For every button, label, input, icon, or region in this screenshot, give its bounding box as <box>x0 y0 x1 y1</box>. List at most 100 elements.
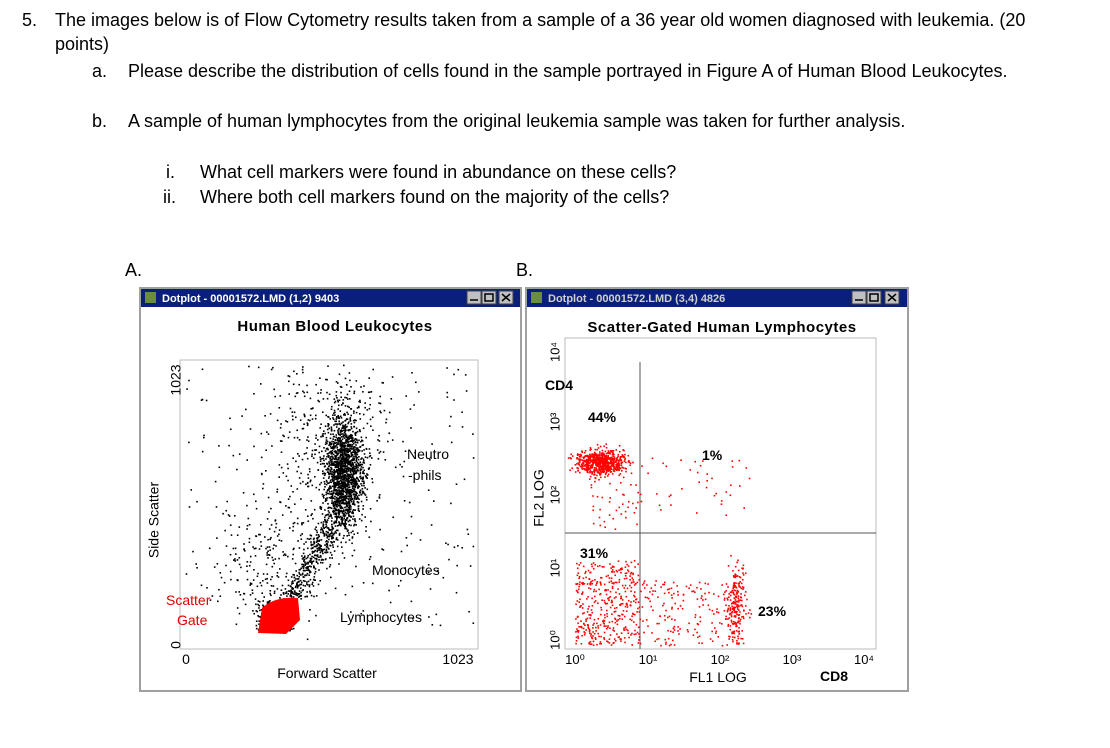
dot <box>344 506 346 509</box>
dot <box>419 539 422 541</box>
dot <box>592 458 595 461</box>
dot <box>687 630 689 633</box>
dot <box>298 383 300 386</box>
dot <box>290 596 293 598</box>
dot <box>336 491 338 494</box>
dot <box>296 488 299 490</box>
dot <box>591 471 593 473</box>
dot <box>363 493 366 495</box>
dot <box>310 559 312 561</box>
dot <box>360 466 363 468</box>
dot <box>336 443 339 446</box>
dot <box>326 452 329 455</box>
dot <box>323 447 325 449</box>
dot <box>344 430 346 433</box>
part-text: A sample of human lymphocytes from the o… <box>128 111 906 131</box>
dot <box>353 485 355 487</box>
dot <box>354 431 357 434</box>
dot <box>310 541 312 543</box>
dot <box>596 495 599 498</box>
dot <box>595 630 597 632</box>
dot <box>397 585 400 587</box>
dot <box>341 471 344 474</box>
dot <box>356 451 358 454</box>
dot <box>348 491 351 494</box>
dot <box>585 620 587 622</box>
dot <box>265 547 267 550</box>
dot <box>619 467 622 470</box>
dot <box>337 459 339 461</box>
dot <box>298 593 301 595</box>
dot <box>617 464 620 467</box>
dot <box>327 510 330 512</box>
dot <box>635 507 637 509</box>
dot <box>616 623 619 626</box>
maximize-button[interactable] <box>866 290 882 305</box>
dot <box>378 496 381 498</box>
maximize-button[interactable] <box>481 290 497 305</box>
dot <box>643 587 646 589</box>
dot <box>623 460 626 463</box>
dot <box>337 478 339 480</box>
dot <box>292 491 294 493</box>
dot <box>314 449 316 451</box>
dot <box>333 513 335 515</box>
dot <box>224 529 226 532</box>
dot <box>368 391 371 393</box>
dot <box>326 527 329 529</box>
dot <box>335 420 337 423</box>
dot <box>357 509 360 511</box>
dot <box>359 413 361 415</box>
dot <box>338 452 340 454</box>
dot <box>615 468 617 470</box>
dot <box>598 469 600 471</box>
dot <box>647 625 649 627</box>
dot <box>604 616 606 619</box>
dot <box>339 445 342 447</box>
dot <box>328 482 330 484</box>
dot <box>296 373 298 375</box>
dot <box>342 424 344 427</box>
dot <box>228 444 230 447</box>
dot <box>352 485 354 488</box>
dot <box>607 597 609 600</box>
dot <box>580 620 582 622</box>
dot <box>638 611 641 613</box>
dot <box>340 483 342 485</box>
dot <box>338 521 340 523</box>
dot <box>727 599 729 601</box>
minimize-button[interactable] <box>466 290 482 305</box>
minimize-button[interactable] <box>851 290 867 305</box>
dot <box>637 601 640 603</box>
dot <box>731 602 734 604</box>
dot <box>309 397 312 400</box>
dot <box>302 371 304 374</box>
dot <box>646 596 649 599</box>
dot <box>345 483 347 486</box>
dot <box>602 620 604 623</box>
dot <box>347 529 349 532</box>
dot <box>361 490 364 493</box>
dot <box>353 465 355 468</box>
dot <box>634 613 636 616</box>
dot <box>717 636 719 638</box>
dot <box>361 488 364 490</box>
dot <box>378 494 381 496</box>
dot <box>368 467 371 469</box>
dot <box>310 594 313 597</box>
dot <box>310 500 313 502</box>
dot <box>353 468 355 470</box>
dot <box>246 565 248 567</box>
dot <box>628 459 630 462</box>
dot <box>337 463 340 465</box>
dot <box>632 613 635 615</box>
dot <box>335 478 337 481</box>
dot <box>591 472 594 475</box>
dot <box>344 467 346 469</box>
window-buttons[interactable] <box>466 290 514 305</box>
window-buttons[interactable] <box>851 290 900 305</box>
dot <box>328 444 330 446</box>
dot <box>293 436 296 439</box>
dot <box>738 584 740 586</box>
dot <box>238 557 241 559</box>
